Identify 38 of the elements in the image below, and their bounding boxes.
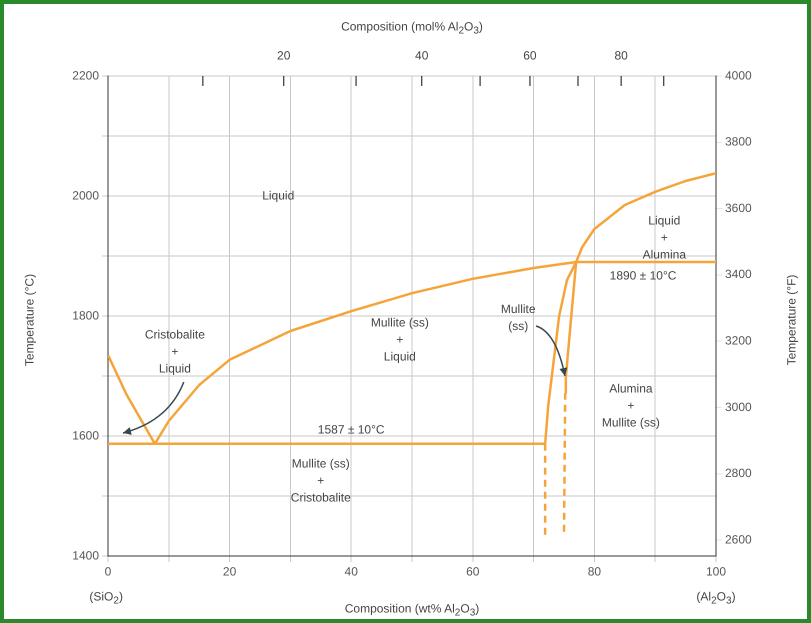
y-tick-label: 2200 <box>72 68 100 82</box>
y2-tick-label: 3200 <box>725 334 752 348</box>
annotation: Liquid + Alumina <box>642 212 686 264</box>
y-tick-label: 1800 <box>72 308 100 322</box>
text: (SiO$_{2}$) <box>89 588 123 609</box>
x-axis-title: Composition (wt% Al$_{2}$O$_{3}$) <box>344 600 480 621</box>
y-axis-title: Temperature (°C) <box>22 274 38 366</box>
text: 40 <box>415 48 428 65</box>
y2-tick-label: 3400 <box>725 267 752 282</box>
x-tick-label: 80 <box>588 564 602 579</box>
x2-axis-title: Composition (mol% Al$_{2}$O$_{3}$) <box>341 18 483 39</box>
y2-tick-label: 2800 <box>725 466 752 480</box>
y2-tick-label: 2600 <box>725 532 752 546</box>
text: 60 <box>523 48 537 65</box>
annotation: Mullite (ss) + Liquid <box>370 314 429 366</box>
annotation: Mullite (ss) + Cristobalite <box>290 456 351 506</box>
y-tick-label: 2000 <box>72 188 100 202</box>
text: 20 <box>277 48 290 65</box>
annotation: Cristobalite + Liquid <box>144 326 205 378</box>
x-tick-label: 40 <box>344 564 358 579</box>
annotation: Alumina + Mullite (ss) <box>602 380 660 432</box>
y-tick-label: 1400 <box>72 548 100 562</box>
x-tick-label: 60 <box>466 564 480 579</box>
y2-tick-label: 3000 <box>725 400 752 414</box>
x-tick-label: 0 <box>104 564 112 579</box>
annotation: 1890 ± 10°C <box>610 268 676 284</box>
annotation: Mullite (ss) <box>500 301 536 335</box>
y2-tick-label: 3800 <box>725 134 752 149</box>
y2-tick-label: 4000 <box>725 68 752 82</box>
text: 80 <box>614 48 628 65</box>
x-tick-label: 20 <box>222 564 237 579</box>
annotation: Liquid <box>262 188 294 204</box>
y2-tick-label: 3600 <box>725 200 752 215</box>
annotation: 1587 ± 10°C <box>318 421 385 438</box>
text: (Al$_{2}$O$_{3}$) <box>696 588 736 609</box>
x-tick-label: 100 <box>706 564 726 579</box>
y-tick-label: 1600 <box>72 428 100 442</box>
y2-axis-title: Temperature (°F) <box>784 274 800 366</box>
